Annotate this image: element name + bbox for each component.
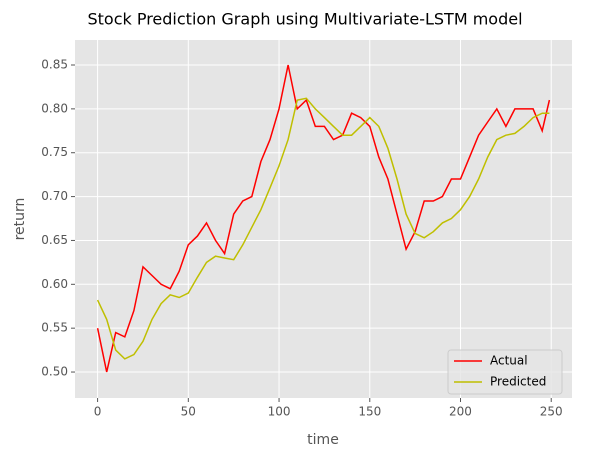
x-tick-label: 0: [94, 405, 102, 419]
y-tick-label: 0.60: [41, 277, 68, 291]
chart-title: Stock Prediction Graph using Multivariat…: [87, 10, 522, 29]
x-axis-label: time: [307, 432, 339, 448]
grid: [75, 40, 572, 398]
y-tick-label: 0.55: [41, 321, 68, 335]
x-tick-label: 100: [268, 405, 291, 419]
data-line: [96, 97, 550, 360]
y-tick-label: 0.70: [41, 189, 68, 203]
legend-label: Predicted: [490, 375, 546, 389]
y-tick-label: 0.85: [41, 58, 68, 72]
y-tick-label: 0.50: [41, 365, 68, 379]
y-axis-label: return: [12, 198, 28, 241]
plot-area: [75, 40, 572, 398]
x-tick-label: 200: [449, 405, 472, 419]
legend-label: Actual: [490, 354, 528, 368]
x-tick-label: 150: [358, 405, 381, 419]
data-line: [96, 64, 551, 373]
y-tick-label: 0.65: [41, 233, 68, 247]
lines: [96, 64, 551, 373]
x-tick-label: 250: [540, 405, 563, 419]
y-tick-label: 0.80: [41, 101, 68, 115]
x-tick-label: 50: [181, 405, 196, 419]
y-tick-label: 0.75: [41, 145, 68, 159]
